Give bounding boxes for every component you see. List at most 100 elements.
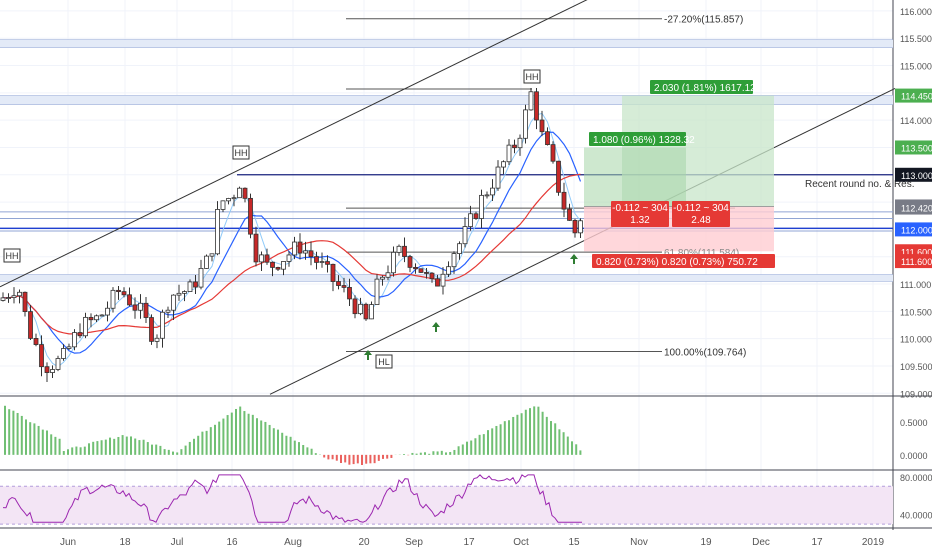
osc-bar	[420, 453, 422, 455]
osc-bar	[113, 439, 115, 455]
osc-bar	[470, 441, 472, 455]
osc-bar	[374, 455, 376, 463]
osc-bar	[441, 451, 443, 455]
candle-body	[491, 188, 495, 195]
osc-bar	[449, 452, 451, 455]
osc-bar	[378, 455, 380, 461]
osc-bar	[155, 445, 157, 455]
sr-band	[0, 40, 893, 48]
osc-bar	[88, 443, 90, 455]
candle-body	[166, 310, 170, 312]
candle-body	[304, 251, 308, 253]
candle-body	[265, 255, 269, 262]
moving-averages	[3, 113, 581, 366]
price-badge-label: 112.420	[901, 204, 932, 214]
osc-bar	[210, 427, 212, 455]
osc-bar	[218, 422, 220, 455]
candle-body	[172, 295, 176, 310]
time-tick: Aug	[284, 537, 302, 548]
osc-bar	[117, 437, 119, 455]
candle-body	[381, 277, 385, 279]
candles	[1, 88, 583, 382]
candle-body	[139, 303, 143, 310]
osc-bar	[567, 437, 569, 455]
price-badge-label: 113.500	[901, 143, 932, 153]
osc-bar	[12, 411, 14, 455]
osc-bar	[361, 455, 363, 465]
osc-bar	[63, 451, 65, 455]
hh-label-2: HH	[235, 148, 248, 158]
osc-bar	[54, 437, 56, 455]
osc-bar	[290, 437, 292, 455]
osc-bar	[403, 454, 405, 455]
candle-body	[524, 110, 528, 138]
time-tick: 17	[463, 537, 475, 548]
osc-bar	[126, 437, 128, 455]
time-tick: 18	[119, 537, 131, 548]
candle-body	[271, 262, 275, 267]
osc-bar	[302, 445, 304, 455]
osc-bar	[390, 455, 392, 458]
osc-bar	[180, 449, 182, 455]
candle-body	[546, 132, 550, 145]
candle-body	[205, 256, 209, 268]
osc-bar	[336, 455, 338, 461]
osc-bar	[487, 430, 489, 455]
osc-bar	[466, 442, 468, 455]
osc-bar	[33, 423, 35, 454]
time-tick: 17	[811, 537, 823, 548]
osc-bar	[134, 439, 136, 455]
candle-body	[320, 262, 324, 263]
hh-label-1: HH	[6, 251, 19, 261]
osc-bar	[563, 432, 565, 455]
osc-bar	[458, 446, 460, 455]
osc-bar	[533, 406, 535, 454]
candle-body	[315, 257, 319, 263]
osc-bar	[306, 447, 308, 454]
osc-bar	[105, 440, 107, 455]
osc-bar	[575, 444, 577, 455]
candle-body	[122, 292, 126, 295]
osc-bar	[311, 449, 313, 455]
osc-bar	[500, 424, 502, 455]
candle-body	[155, 338, 159, 341]
osc-bar	[256, 418, 258, 455]
candle-body	[45, 367, 49, 373]
price-tick: 109.500	[900, 362, 932, 372]
price-badge-label: 113.000	[901, 171, 932, 181]
candle-body	[337, 282, 341, 286]
osc-bar	[17, 413, 19, 455]
pos2-line-a: -0.112 ~ 304	[673, 203, 729, 214]
candle-body	[51, 369, 55, 372]
candle-body	[293, 242, 297, 255]
osc-bar	[294, 441, 296, 455]
candle-body	[436, 279, 440, 286]
price-tick: 110.500	[900, 307, 932, 317]
candle-body	[326, 262, 330, 265]
osc-bar	[214, 425, 216, 455]
candle-body	[414, 267, 418, 268]
osc-bar	[147, 442, 149, 455]
osc-tick: 0.0000	[900, 451, 928, 461]
osc-bar	[340, 455, 342, 463]
osc-bar	[525, 410, 527, 455]
time-tick: 15	[568, 537, 580, 548]
osc-bar	[386, 455, 388, 459]
candle-body	[573, 220, 577, 232]
osc-bar	[80, 447, 82, 455]
candle-body	[18, 292, 22, 295]
osc-bar	[285, 436, 287, 455]
candle-body	[331, 264, 335, 281]
candle-body	[177, 293, 181, 295]
osc-bar	[248, 414, 250, 455]
candle-body	[12, 296, 16, 298]
osc-bar	[411, 453, 413, 455]
osc-bar	[424, 452, 426, 455]
osc-bar	[143, 440, 145, 455]
osc-bar	[189, 442, 191, 455]
osc-bar	[151, 445, 153, 455]
candle-body	[260, 255, 264, 262]
osc-bar	[558, 429, 560, 455]
osc-bar	[38, 426, 40, 455]
